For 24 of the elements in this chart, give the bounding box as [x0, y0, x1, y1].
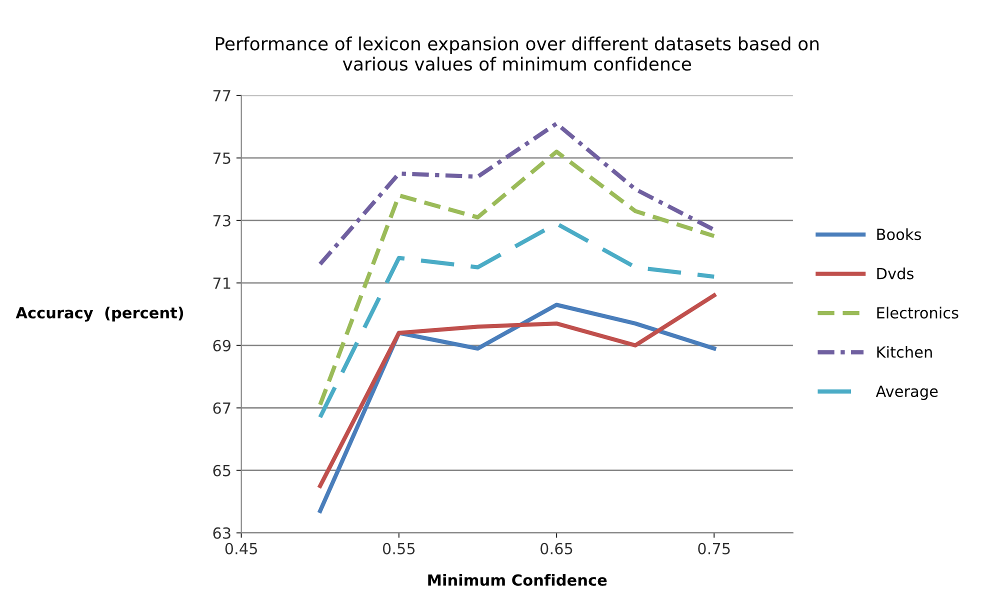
line-series — [318, 221, 716, 420]
y-tick-label: 75 — [213, 152, 230, 164]
x-tick-label: 0.45 — [225, 542, 257, 554]
y-tick-label: 65 — [213, 464, 230, 476]
x-tick-label: 0.75 — [698, 542, 730, 554]
x-tick-label: 0.65 — [540, 542, 572, 554]
line-series — [318, 293, 716, 488]
y-tick-label: 69 — [213, 340, 231, 352]
legend-label: Kitchen — [877, 346, 932, 358]
legend-label: Books — [877, 228, 921, 240]
y-tick-label: 71 — [213, 278, 230, 289]
line-series — [318, 150, 716, 407]
chart-title: Performance of lexicon expansion over different datasets based on various values of minimum confidence — [216, 36, 819, 71]
y-axis-title: Accuracy (percent) — [16, 306, 184, 322]
x-tick-label: 0.55 — [382, 542, 415, 554]
x-axis-title: Minimum Confidence — [428, 574, 607, 586]
y-tick-label: 63 — [213, 527, 230, 539]
y-tick-label: 77 — [213, 90, 230, 102]
legend-label: Average — [876, 386, 938, 400]
y-tick-label: 67 — [213, 402, 230, 414]
line-series — [318, 122, 716, 266]
legend-label: Dvds — [877, 268, 914, 280]
y-tick-label: 73 — [213, 214, 230, 226]
legend-label: Electronics — [877, 306, 958, 319]
